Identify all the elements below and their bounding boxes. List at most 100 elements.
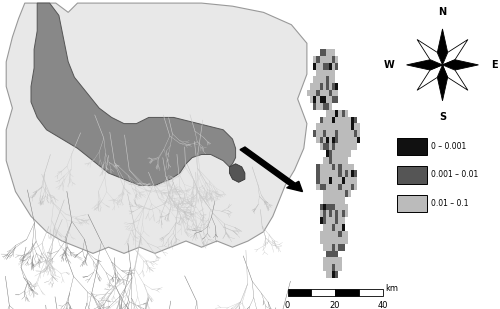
Bar [329, 190, 332, 197]
Bar [335, 289, 359, 296]
Bar [329, 177, 332, 184]
Bar [348, 177, 351, 184]
Bar [344, 184, 348, 190]
Bar [320, 56, 322, 63]
Bar [314, 90, 316, 96]
Bar [316, 56, 320, 63]
Bar [344, 116, 348, 123]
Bar [342, 197, 344, 204]
Bar [342, 116, 344, 123]
Bar [329, 70, 332, 76]
Bar [322, 96, 326, 103]
Bar [322, 116, 326, 123]
Bar [320, 116, 322, 123]
Bar [326, 96, 329, 103]
Bar [332, 76, 336, 83]
Bar [322, 163, 326, 170]
Bar [329, 116, 332, 123]
Bar [342, 231, 344, 237]
Bar [316, 90, 320, 96]
Bar [397, 195, 426, 212]
Bar [336, 170, 338, 177]
Bar [338, 157, 342, 163]
Bar [351, 130, 354, 137]
Bar [314, 76, 316, 83]
Bar [326, 170, 329, 177]
Bar [338, 224, 342, 231]
Bar [344, 170, 348, 177]
Bar [316, 63, 320, 70]
Bar [338, 150, 342, 157]
Bar [338, 123, 342, 130]
Text: km: km [385, 284, 398, 293]
Bar [397, 138, 426, 155]
Bar [326, 184, 329, 190]
Bar [338, 231, 342, 237]
Bar [320, 123, 322, 130]
Bar [322, 63, 326, 70]
Bar [322, 76, 326, 83]
Bar [326, 49, 329, 56]
Bar [332, 49, 336, 56]
Bar [342, 110, 344, 116]
Bar [320, 210, 322, 217]
Bar [342, 123, 344, 130]
Bar [342, 190, 344, 197]
Bar [338, 210, 342, 217]
Bar [342, 143, 344, 150]
Bar [329, 143, 332, 150]
Text: 40: 40 [378, 301, 388, 309]
Bar [326, 177, 329, 184]
Bar [336, 157, 338, 163]
Bar [332, 83, 336, 90]
Bar [326, 197, 329, 204]
Bar [322, 123, 326, 130]
Bar [316, 70, 320, 76]
Bar [316, 96, 320, 103]
Bar [332, 116, 336, 123]
Bar [332, 177, 336, 184]
Bar [336, 210, 338, 217]
Bar [326, 63, 329, 70]
Bar [329, 157, 332, 163]
Bar [314, 103, 316, 110]
Bar [348, 123, 351, 130]
Bar [322, 103, 326, 110]
Bar [351, 116, 354, 123]
Bar [332, 190, 336, 197]
Bar [344, 177, 348, 184]
Bar [316, 170, 320, 177]
Bar [332, 210, 336, 217]
Bar [322, 190, 326, 197]
Bar [332, 96, 336, 103]
Bar [354, 137, 358, 143]
Bar [288, 289, 312, 296]
Bar [332, 137, 336, 143]
Bar [336, 90, 338, 96]
Polygon shape [6, 3, 307, 253]
Bar [338, 244, 342, 251]
Bar [342, 130, 344, 137]
Bar [320, 237, 322, 244]
Bar [336, 231, 338, 237]
Polygon shape [442, 40, 468, 65]
Bar [320, 76, 322, 83]
Bar [320, 49, 322, 56]
Bar [322, 177, 326, 184]
Bar [326, 204, 329, 210]
Bar [348, 184, 351, 190]
Bar [336, 116, 338, 123]
Bar [320, 130, 322, 137]
Polygon shape [417, 65, 442, 90]
Bar [338, 170, 342, 177]
Bar [332, 130, 336, 137]
Bar [320, 204, 322, 210]
Bar [332, 70, 336, 76]
Bar [320, 170, 322, 177]
Bar [332, 197, 336, 204]
Bar [320, 90, 322, 96]
Bar [338, 237, 342, 244]
Bar [336, 190, 338, 197]
Bar [397, 166, 426, 184]
Bar [342, 137, 344, 143]
